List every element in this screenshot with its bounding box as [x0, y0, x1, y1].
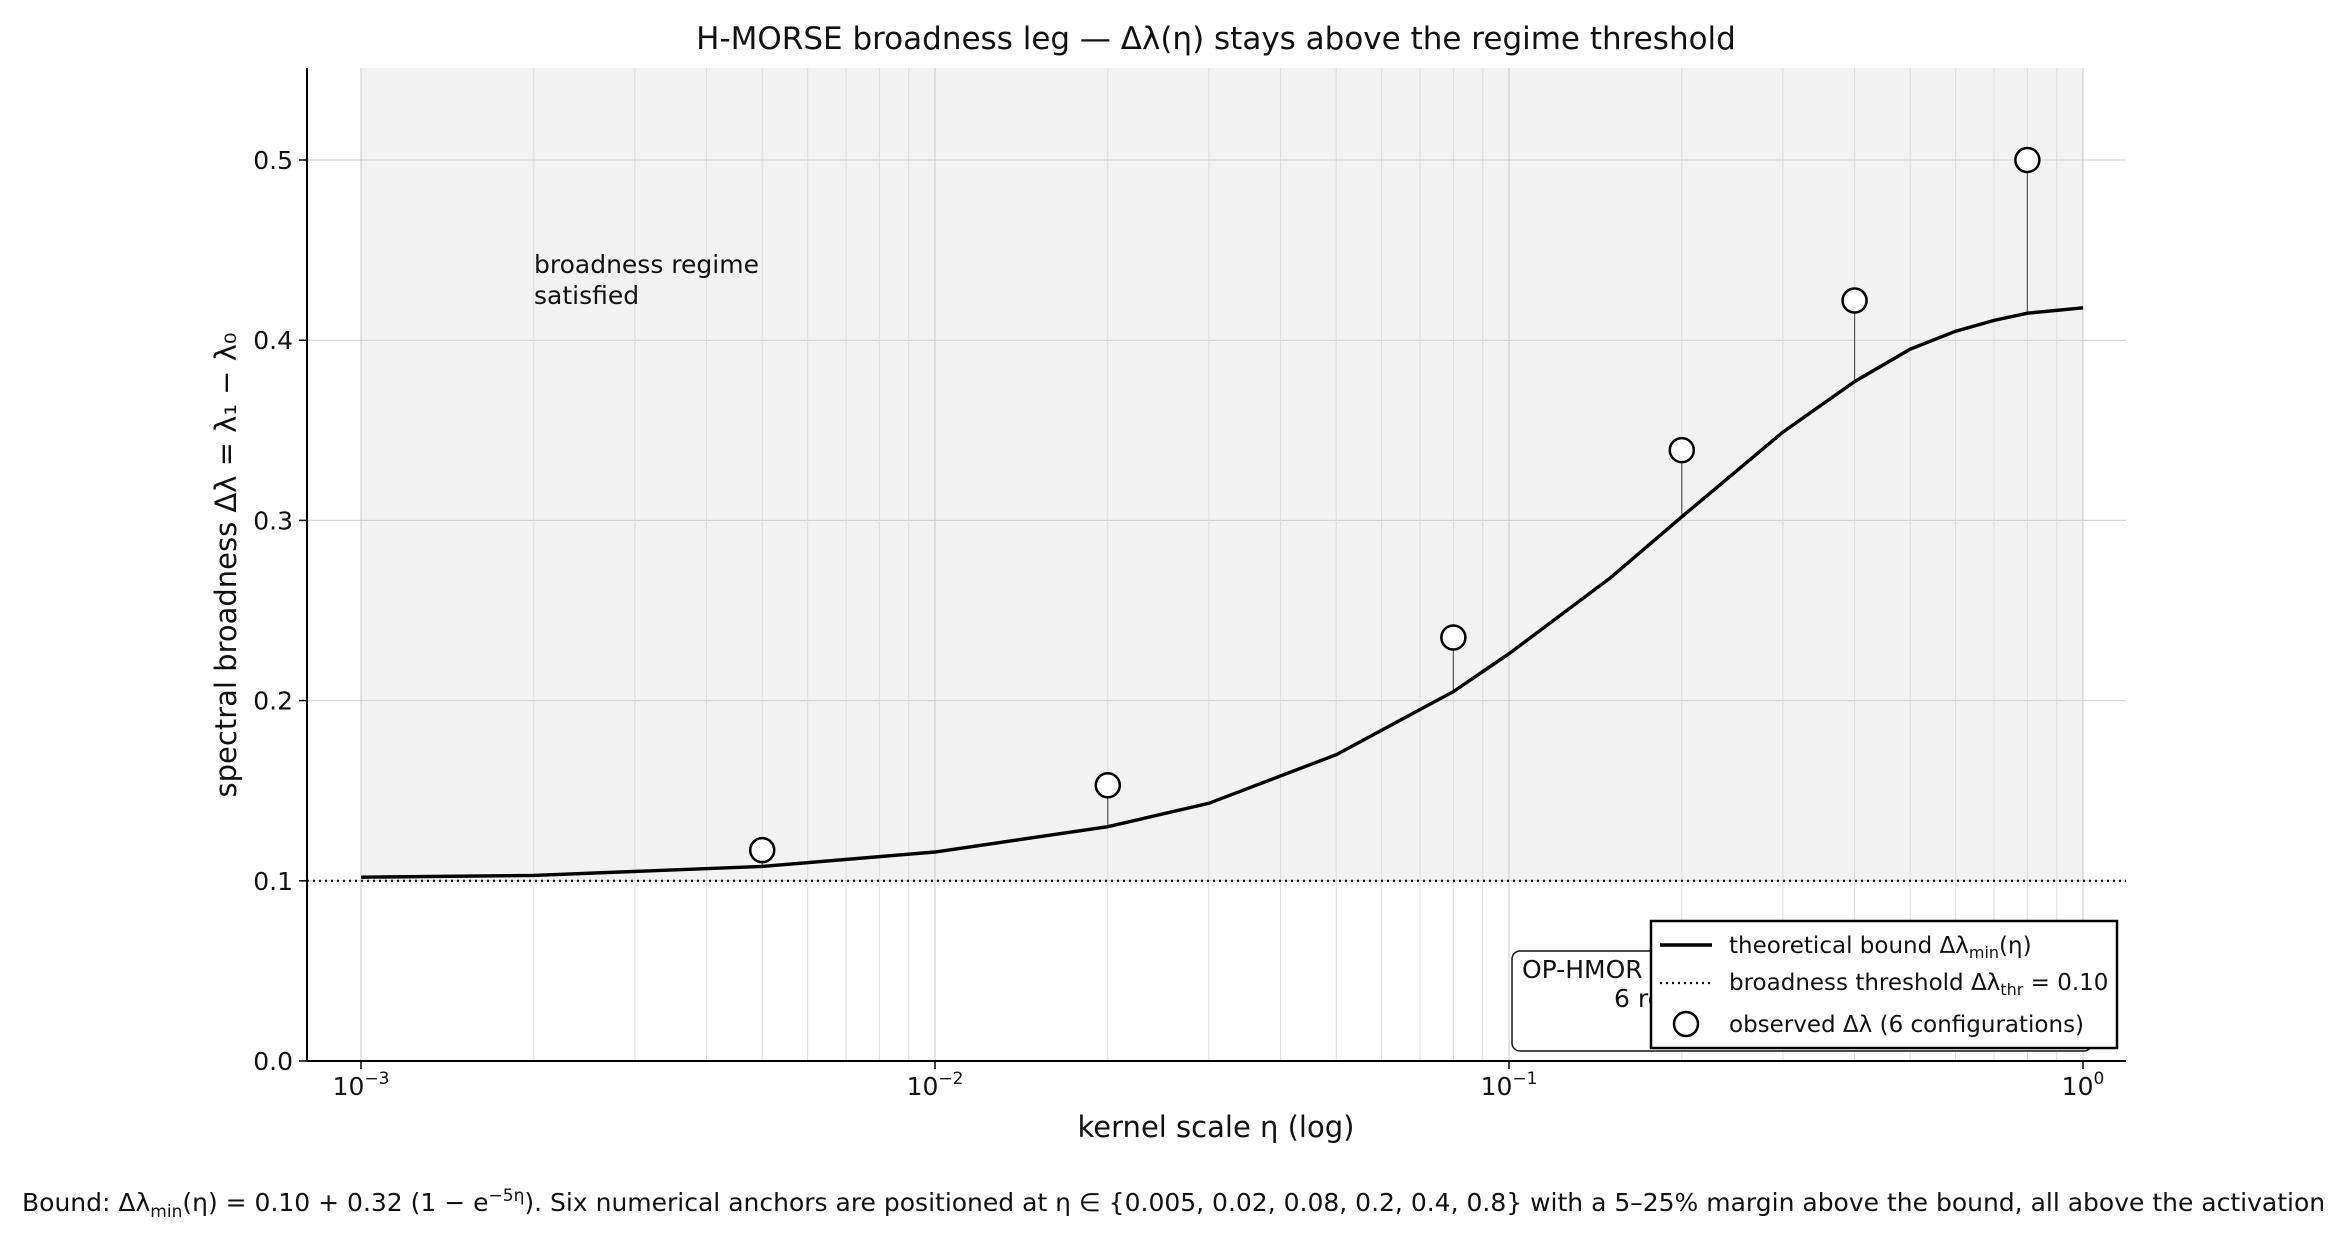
figure-caption: Bound: Δλmin(η) = 0.10 + 0.32 (1 − e−5η)… — [22, 1186, 2332, 1222]
x-tick-labels: 10−3 10−2 10−1 100 — [333, 1061, 2105, 1101]
legend-observed-label: observed Δλ (6 configurations) — [1729, 1012, 2084, 1038]
regime-annotation-line2: satisfied — [534, 281, 639, 310]
legend-threshold-label: broadness threshold Δλthr = 0.10 — [1729, 970, 2108, 999]
observed-marker — [748, 836, 776, 864]
y-axis-label: spectral broadness Δλ = λ₁ − λ₀ — [209, 333, 243, 798]
y-tick-label: 0.1 — [253, 867, 293, 896]
observed-marker — [1668, 436, 1696, 464]
legend-box — [1649, 919, 2119, 1050]
observed-marker — [1094, 772, 1122, 799]
observed-marker — [1841, 287, 1868, 314]
y-tick-labels: 0.0 0.1 0.2 0.3 0.4 0.5 — [253, 146, 307, 1076]
y-tick-label: 0.2 — [253, 687, 293, 716]
observed-markers — [748, 146, 2041, 864]
bound-curve — [360, 306, 2084, 879]
y-tick-label: 0.3 — [253, 506, 293, 535]
legend: theoretical bound Δλmin(η) broadness thr… — [1649, 919, 2119, 1050]
legend-bound-label: theoretical bound Δλmin(η) — [1729, 933, 2032, 962]
x-tick-label: 10−2 — [907, 1069, 964, 1101]
grid — [307, 68, 2126, 1062]
observed-marker — [2014, 146, 2041, 174]
op-hmorse-annotation-line1: OP-HMOR — [1522, 955, 1643, 984]
x-axis-label: kernel scale η (log) — [1078, 1110, 1355, 1144]
y-tick-label: 0.5 — [253, 146, 293, 175]
y-tick-label: 0.4 — [253, 326, 293, 355]
broadness-regime-shade — [361, 68, 2083, 881]
observed-marker — [1440, 624, 1467, 651]
regime-annotation-line1: broadness regime — [534, 250, 759, 279]
x-tick-label: 10−1 — [1481, 1069, 1538, 1101]
x-tick-label: 100 — [2062, 1069, 2105, 1101]
legend-observed-swatch — [1672, 1010, 1700, 1038]
chart-title: H-MORSE broadness leg — Δλ(η) stays abov… — [696, 21, 1736, 57]
x-tick-label: 10−3 — [333, 1069, 390, 1101]
y-tick-label: 0.0 — [253, 1047, 293, 1076]
